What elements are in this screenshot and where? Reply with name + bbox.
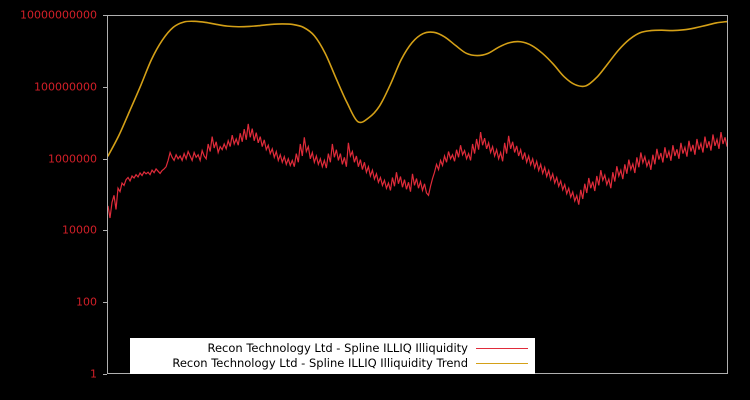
legend-swatch-illiquidity xyxy=(476,348,528,349)
y-axis-tick-label: 10000 xyxy=(62,223,97,237)
legend: Recon Technology Ltd - Spline ILLIQ Illi… xyxy=(130,338,535,374)
plot-svg xyxy=(108,20,727,219)
plot-area xyxy=(107,15,728,374)
y-axis-tick-mark xyxy=(103,158,107,160)
legend-swatch-illiquidity-trend xyxy=(476,363,528,364)
y-axis-tick-label: 100000000 xyxy=(34,80,97,94)
y-axis-tick-label: 1000000 xyxy=(48,152,97,166)
y-axis-tick-mark xyxy=(103,230,107,232)
series-illiquidity-line xyxy=(108,123,727,219)
y-axis-tick-mark xyxy=(103,374,107,375)
legend-item-illiquidity: Recon Technology Ltd - Spline ILLIQ Illi… xyxy=(131,341,528,356)
y-axis-tick-label: 1 xyxy=(90,367,97,381)
series-trend-line xyxy=(108,20,727,157)
legend-label-illiquidity: Recon Technology Ltd - Spline ILLIQ Illi… xyxy=(207,341,469,355)
y-axis-tick-label: 100 xyxy=(76,295,97,309)
y-axis-tick-label: 10000000000 xyxy=(20,8,97,22)
legend-item-illiquidity-trend: Recon Technology Ltd - Spline ILLIQ Illi… xyxy=(131,356,528,371)
y-axis-tick-mark xyxy=(103,86,107,88)
y-axis: 10000000000 100000000 1000000 10000 100 1 xyxy=(0,0,107,400)
y-axis-tick-mark xyxy=(103,302,107,304)
legend-label-illiquidity-trend: Recon Technology Ltd - Spline ILLIQ Illi… xyxy=(172,356,468,370)
y-axis-tick-mark xyxy=(103,15,107,16)
